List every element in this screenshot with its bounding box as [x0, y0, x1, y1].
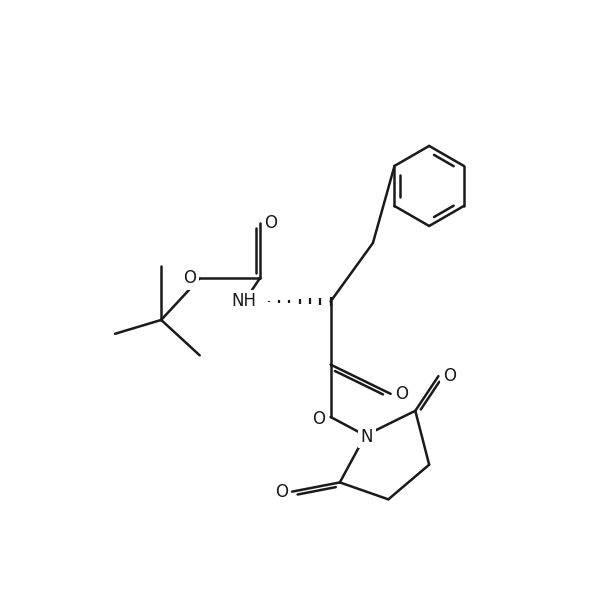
- Text: O: O: [312, 409, 325, 427]
- Text: NH: NH: [232, 292, 257, 310]
- Text: O: O: [443, 367, 455, 385]
- Text: O: O: [395, 385, 408, 403]
- Text: O: O: [264, 214, 277, 232]
- Text: O: O: [183, 269, 196, 287]
- Text: O: O: [275, 482, 288, 500]
- Text: N: N: [361, 428, 373, 446]
